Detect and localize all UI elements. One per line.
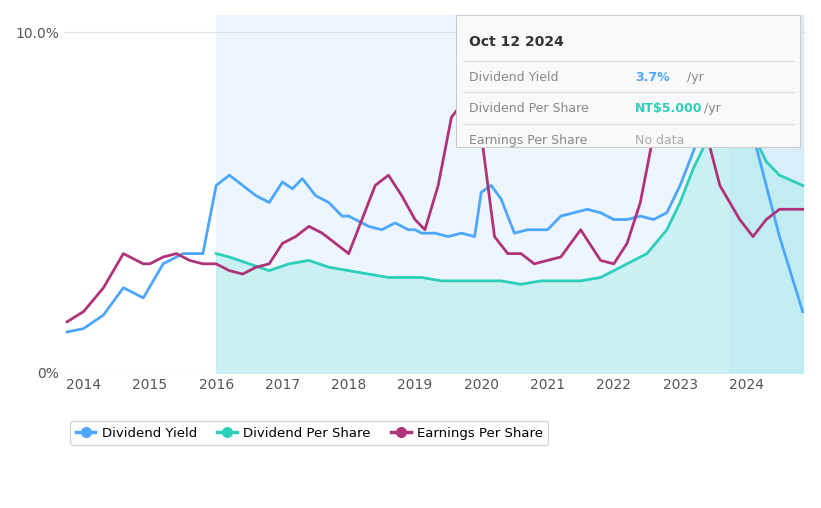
Text: NT$5.000: NT$5.000 (635, 103, 703, 115)
Text: Earnings Per Share: Earnings Per Share (470, 134, 588, 147)
Bar (730, 15, 803, 373)
Text: Dividend Per Share: Dividend Per Share (470, 103, 589, 115)
Text: No data: No data (635, 134, 685, 147)
Text: Oct 12 2024: Oct 12 2024 (470, 35, 564, 49)
Text: 3.7%: 3.7% (635, 71, 670, 84)
Text: Past: Past (732, 40, 760, 54)
Bar (216, 15, 730, 373)
Text: /yr: /yr (704, 103, 721, 115)
Text: Dividend Yield: Dividend Yield (470, 71, 559, 84)
Legend: Dividend Yield, Dividend Per Share, Earnings Per Share: Dividend Yield, Dividend Per Share, Earn… (71, 421, 548, 445)
Text: /yr: /yr (686, 71, 704, 84)
